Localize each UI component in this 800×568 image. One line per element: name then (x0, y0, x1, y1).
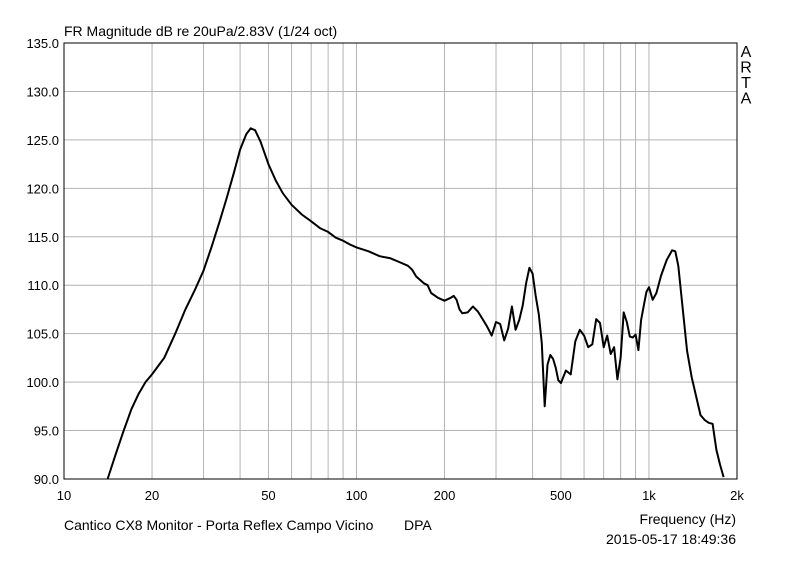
x-tick-label: 200 (434, 488, 456, 503)
x-tick-label: 20 (145, 488, 159, 503)
timestamp: 2015-05-17 18:49:36 (606, 531, 736, 547)
y-tick-label: 115.0 (27, 230, 59, 245)
x-tick-label: 100 (346, 488, 368, 503)
x-tick-label: 10 (57, 488, 71, 503)
x-tick-label: 500 (550, 488, 572, 503)
y-tick-labels: 90.0 95.0 100.0 105.0 110.0 115.0 120.0 125.0 13… (26, 36, 59, 487)
x-tick-label: 1k (642, 488, 656, 503)
x-axis-label: Frequency (Hz) (640, 511, 736, 527)
footer-note: DPA (404, 517, 432, 533)
brand-letter: A (741, 91, 752, 108)
y-tick-label: 130.0 (26, 84, 59, 99)
x-tick-label: 2k (730, 488, 744, 503)
y-tick-label: 105.0 (26, 327, 59, 342)
y-tick-label: 95.0 (34, 424, 59, 439)
grid-lines (64, 43, 737, 479)
brand-letter: R (740, 60, 752, 77)
y-tick-label: 100.0 (26, 375, 59, 390)
y-tick-label: 90.0 (34, 472, 59, 487)
brand-letter: A (741, 44, 752, 61)
y-tick-label: 120.0 (26, 181, 59, 196)
chart-title: FR Magnitude dB re 20uPa/2.83V (1/24 oct… (64, 23, 337, 39)
x-tick-label: 50 (261, 488, 275, 503)
y-tick-label: 125.0 (26, 133, 59, 148)
footer-caption: Cantico CX8 Monitor - Porta Reflex Campo… (64, 517, 374, 533)
x-tick-labels: 10 20 50 100 200 500 1k 2k (57, 488, 745, 503)
brand-letter: T (741, 75, 751, 92)
series-line (106, 127, 725, 480)
y-tick-label: 110.0 (27, 278, 59, 293)
y-tick-label: 135.0 (26, 36, 59, 51)
plot-frame (63, 42, 738, 480)
